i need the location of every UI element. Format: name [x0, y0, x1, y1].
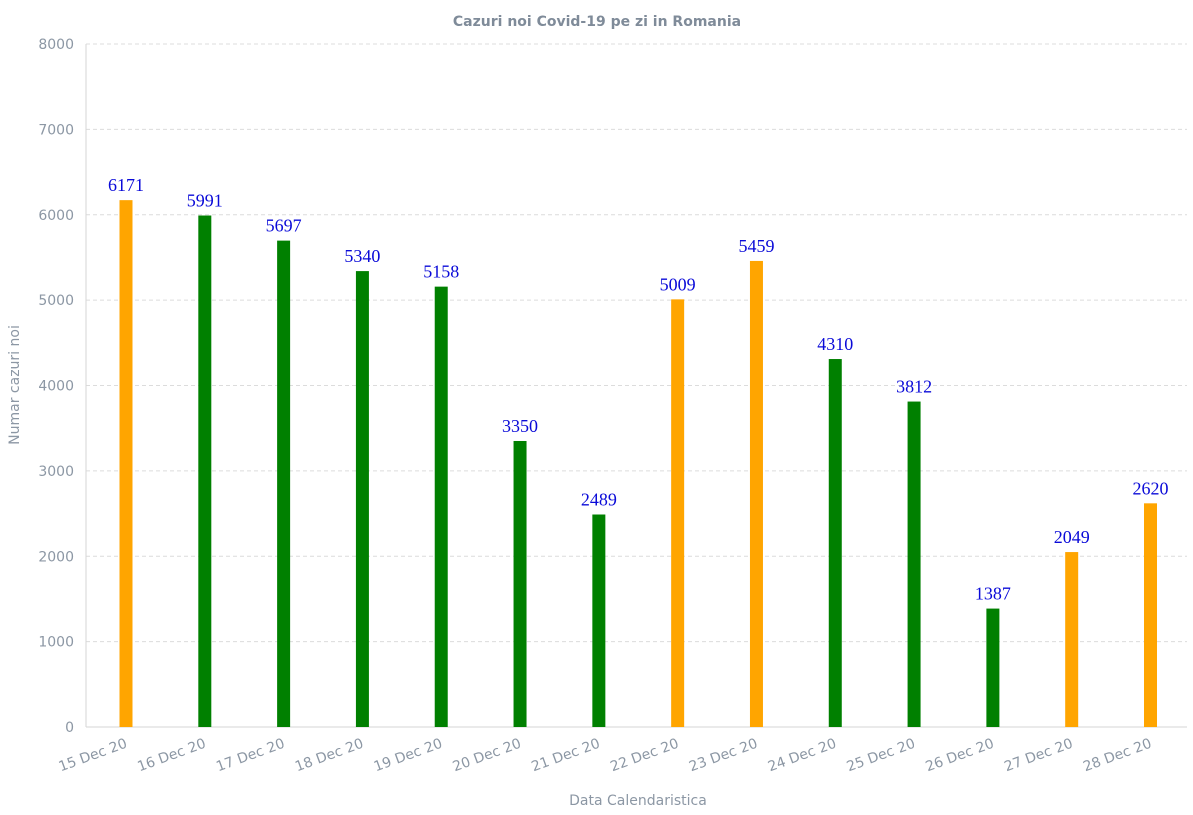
y-tick-label: 0 [65, 720, 74, 736]
bars [119, 200, 1157, 727]
x-tick-label: 16 Dec 20 [135, 736, 208, 776]
x-axis-title: Data Calendaristica [569, 793, 707, 809]
x-tick-label: 15 Dec 20 [57, 736, 130, 776]
bar [355, 271, 369, 727]
bar [592, 514, 606, 727]
y-tick-label: 3000 [38, 464, 74, 480]
bar [1065, 552, 1079, 727]
data-label: 5459 [738, 236, 774, 256]
x-tick-label: 27 Dec 20 [1002, 736, 1075, 776]
y-tick-label: 8000 [38, 37, 74, 53]
data-label: 5991 [187, 191, 223, 211]
bar [434, 286, 448, 727]
data-label: 5340 [344, 246, 380, 266]
data-label: 2049 [1054, 527, 1090, 547]
x-tick-label: 18 Dec 20 [293, 736, 366, 776]
bar [986, 608, 1000, 727]
x-tick-label: 21 Dec 20 [529, 736, 602, 776]
x-tick-label: 26 Dec 20 [923, 736, 996, 776]
data-label: 5009 [660, 274, 696, 294]
data-label: 4310 [817, 334, 853, 354]
data-label: 3812 [896, 377, 932, 397]
y-tick-label: 5000 [38, 293, 74, 309]
x-tick-label: 25 Dec 20 [845, 736, 918, 776]
x-tick-label: 28 Dec 20 [1081, 736, 1154, 776]
y-axis-title: Numar cazuri noi [7, 325, 23, 445]
bar [198, 215, 212, 727]
chart-title: Cazuri noi Covid-19 pe zi in Romania [453, 14, 741, 30]
x-tick-label: 20 Dec 20 [451, 736, 524, 776]
data-label: 3350 [502, 416, 538, 436]
x-tick-label: 22 Dec 20 [608, 736, 681, 776]
bar [277, 240, 291, 727]
bar [1144, 503, 1157, 727]
data-label: 6171 [108, 175, 144, 195]
data-label: 1387 [975, 584, 1011, 604]
data-label: 5158 [423, 262, 459, 282]
bar [907, 401, 921, 727]
y-tick-label: 1000 [38, 635, 74, 651]
data-label: 2489 [581, 490, 617, 510]
x-tick-label: 17 Dec 20 [214, 736, 287, 776]
data-labels: 6171 5991 5697 5340 5158 3350 2489 5009 5459 4310… [108, 175, 1169, 603]
x-axis-ticks: 15 Dec 20 16 Dec 20 17 Dec 20 18 Dec 20 19 D… [57, 736, 1154, 776]
y-tick-label: 4000 [38, 379, 74, 395]
y-tick-label: 7000 [38, 122, 74, 138]
grid-lines [85, 43, 1187, 728]
bar [513, 440, 527, 727]
data-label: 2620 [1133, 478, 1169, 498]
y-tick-label: 6000 [38, 208, 74, 224]
x-tick-label: 19 Dec 20 [372, 736, 445, 776]
bar [671, 299, 685, 727]
x-tick-label: 24 Dec 20 [766, 736, 839, 776]
y-axis-ticks: 0 1000 2000 3000 4000 5000 6000 7000 8000 [38, 37, 74, 736]
y-tick-label: 2000 [38, 549, 74, 565]
data-label: 5697 [266, 216, 302, 236]
bar [828, 359, 842, 727]
x-tick-label: 23 Dec 20 [687, 736, 760, 776]
bar [749, 260, 763, 727]
bar [119, 200, 133, 727]
